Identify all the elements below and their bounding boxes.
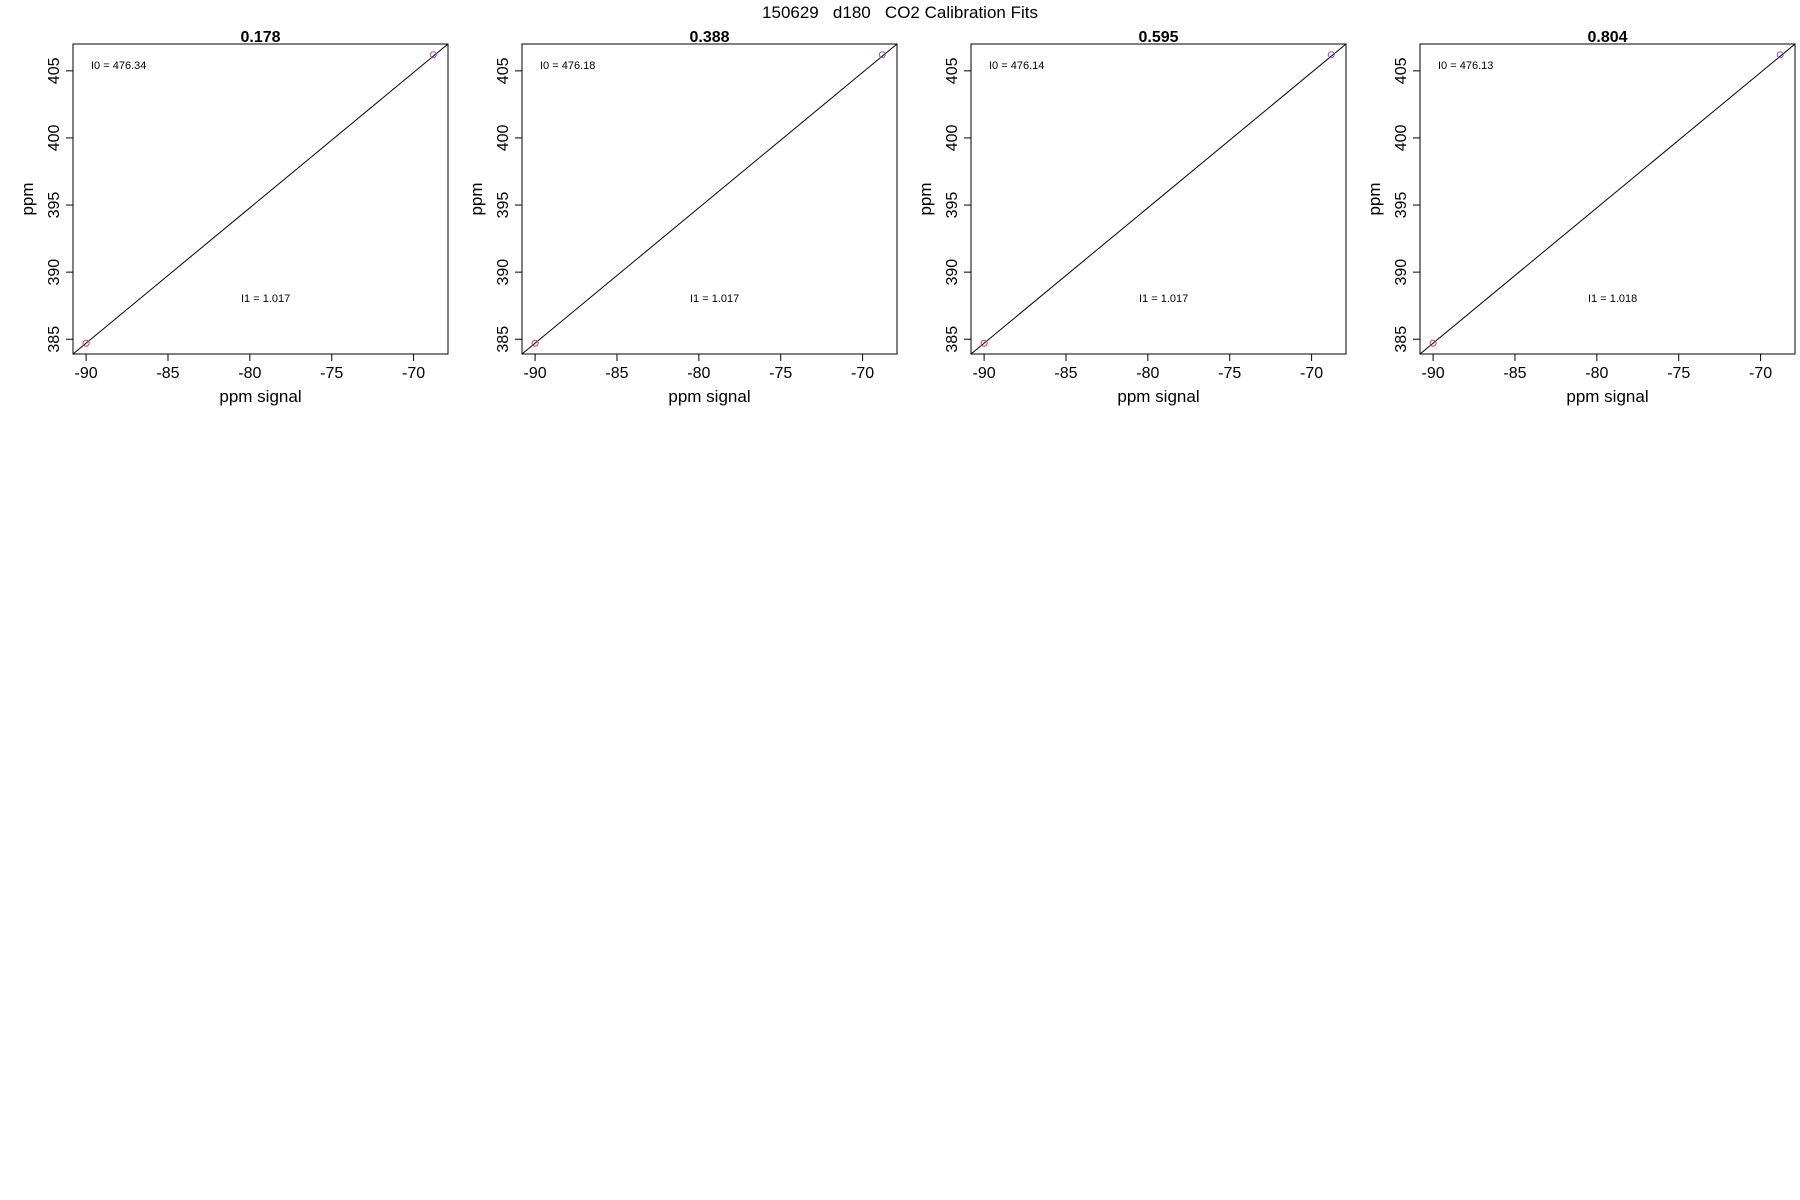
x-tick-label: -80 [1136,365,1159,382]
y-axis-label: ppm [18,182,37,215]
y-tick-label: 385 [46,326,63,353]
annotation-i0: I0 = 476.34 [91,60,146,72]
fit-line [522,44,897,354]
chart-panel-3: 0.595 -90 -85 -80 -75 -70 385 390 395 400 405 ppm s… [916,29,1347,406]
plot-frame [1419,43,1796,355]
x-tick-label: -75 [1218,365,1241,382]
y-tick-label: 395 [495,192,512,219]
y-tick-label: 405 [46,57,63,84]
x-axis-label: ppm signal [668,387,750,406]
annotation-i1: I1 = 1.017 [690,293,739,305]
x-tick-label: -85 [1054,365,1077,382]
y-tick-label: 405 [1393,57,1410,84]
y-tick-label: 395 [46,192,63,219]
x-tick-label: -85 [1503,365,1526,382]
fit-line [73,44,448,354]
fit-line [971,44,1346,354]
y-axis-label: ppm [467,182,486,215]
data-point [1776,51,1784,59]
x-axis-label: ppm signal [1117,387,1199,406]
data-point [429,51,437,59]
y-tick-label: 395 [1393,192,1410,219]
x-tick-label: -90 [1422,365,1445,382]
x-tick-label: -70 [1749,365,1772,382]
x-axis-label: ppm signal [219,387,301,406]
y-tick-label: 405 [944,57,961,84]
x-tick-label: -75 [1667,365,1690,382]
data-point [980,339,988,347]
y-axis-label: ppm [916,182,935,215]
annotation-i0: I0 = 476.18 [540,60,595,72]
x-tick-label: -75 [769,365,792,382]
annotation-i1: I1 = 1.018 [1588,293,1637,305]
annotation-i1: I1 = 1.017 [1139,293,1188,305]
chart-panels: 0.178 -90 -85 -80 -75 -70 385 390 395 400 405 ppm s… [18,29,1796,406]
panel-title: 0.804 [1587,29,1627,46]
y-tick-label: 390 [46,259,63,286]
data-point [1327,51,1335,59]
annotation-i1: I1 = 1.017 [241,293,290,305]
plot-frame [970,43,1347,355]
data-point [1429,339,1437,347]
x-tick-label: -70 [402,365,425,382]
y-tick-label: 385 [1393,326,1410,353]
chart-panel-4: 0.804 -90 -85 -80 -75 -70 385 390 395 400 405 ppm s… [1365,29,1796,406]
annotation-i0: I0 = 476.14 [989,60,1044,72]
y-tick-label: 390 [495,259,512,286]
y-tick-label: 400 [944,124,961,151]
x-tick-label: -70 [851,365,874,382]
x-tick-label: -90 [973,365,996,382]
annotation-i0: I0 = 476.13 [1438,60,1493,72]
y-tick-label: 385 [495,326,512,353]
y-tick-label: 385 [944,326,961,353]
x-tick-label: -90 [524,365,547,382]
x-tick-label: -80 [1585,365,1608,382]
y-tick-label: 400 [495,124,512,151]
fit-line [1420,44,1795,354]
y-tick-label: 400 [1393,124,1410,151]
x-axis-label: ppm signal [1566,387,1648,406]
y-tick-label: 390 [944,259,961,286]
y-tick-label: 405 [495,57,512,84]
x-tick-label: -70 [1300,365,1323,382]
chart-panel-1: 0.178 -90 -85 -80 -75 -70 385 390 395 400 405 ppm s… [18,29,449,406]
data-point [82,339,90,347]
y-axis-label: ppm [1365,182,1384,215]
plot-frame [72,43,449,355]
x-tick-label: -85 [605,365,628,382]
data-point [878,51,886,59]
plot-frame [521,43,898,355]
data-point [531,339,539,347]
panel-title: 0.388 [689,29,729,46]
y-tick-label: 390 [1393,259,1410,286]
figure-title: 150629 d180 CO2 Calibration Fits [762,3,1038,22]
y-tick-label: 400 [46,124,63,151]
x-tick-label: -75 [320,365,343,382]
panel-title: 0.595 [1138,29,1178,46]
panel-title: 0.178 [240,29,280,46]
x-tick-label: -90 [75,365,98,382]
x-tick-label: -80 [687,365,710,382]
x-tick-label: -80 [238,365,261,382]
y-tick-label: 395 [944,192,961,219]
x-tick-label: -85 [156,365,179,382]
chart-panel-2: 0.388 -90 -85 -80 -75 -70 385 390 395 400 405 ppm s… [467,29,898,406]
